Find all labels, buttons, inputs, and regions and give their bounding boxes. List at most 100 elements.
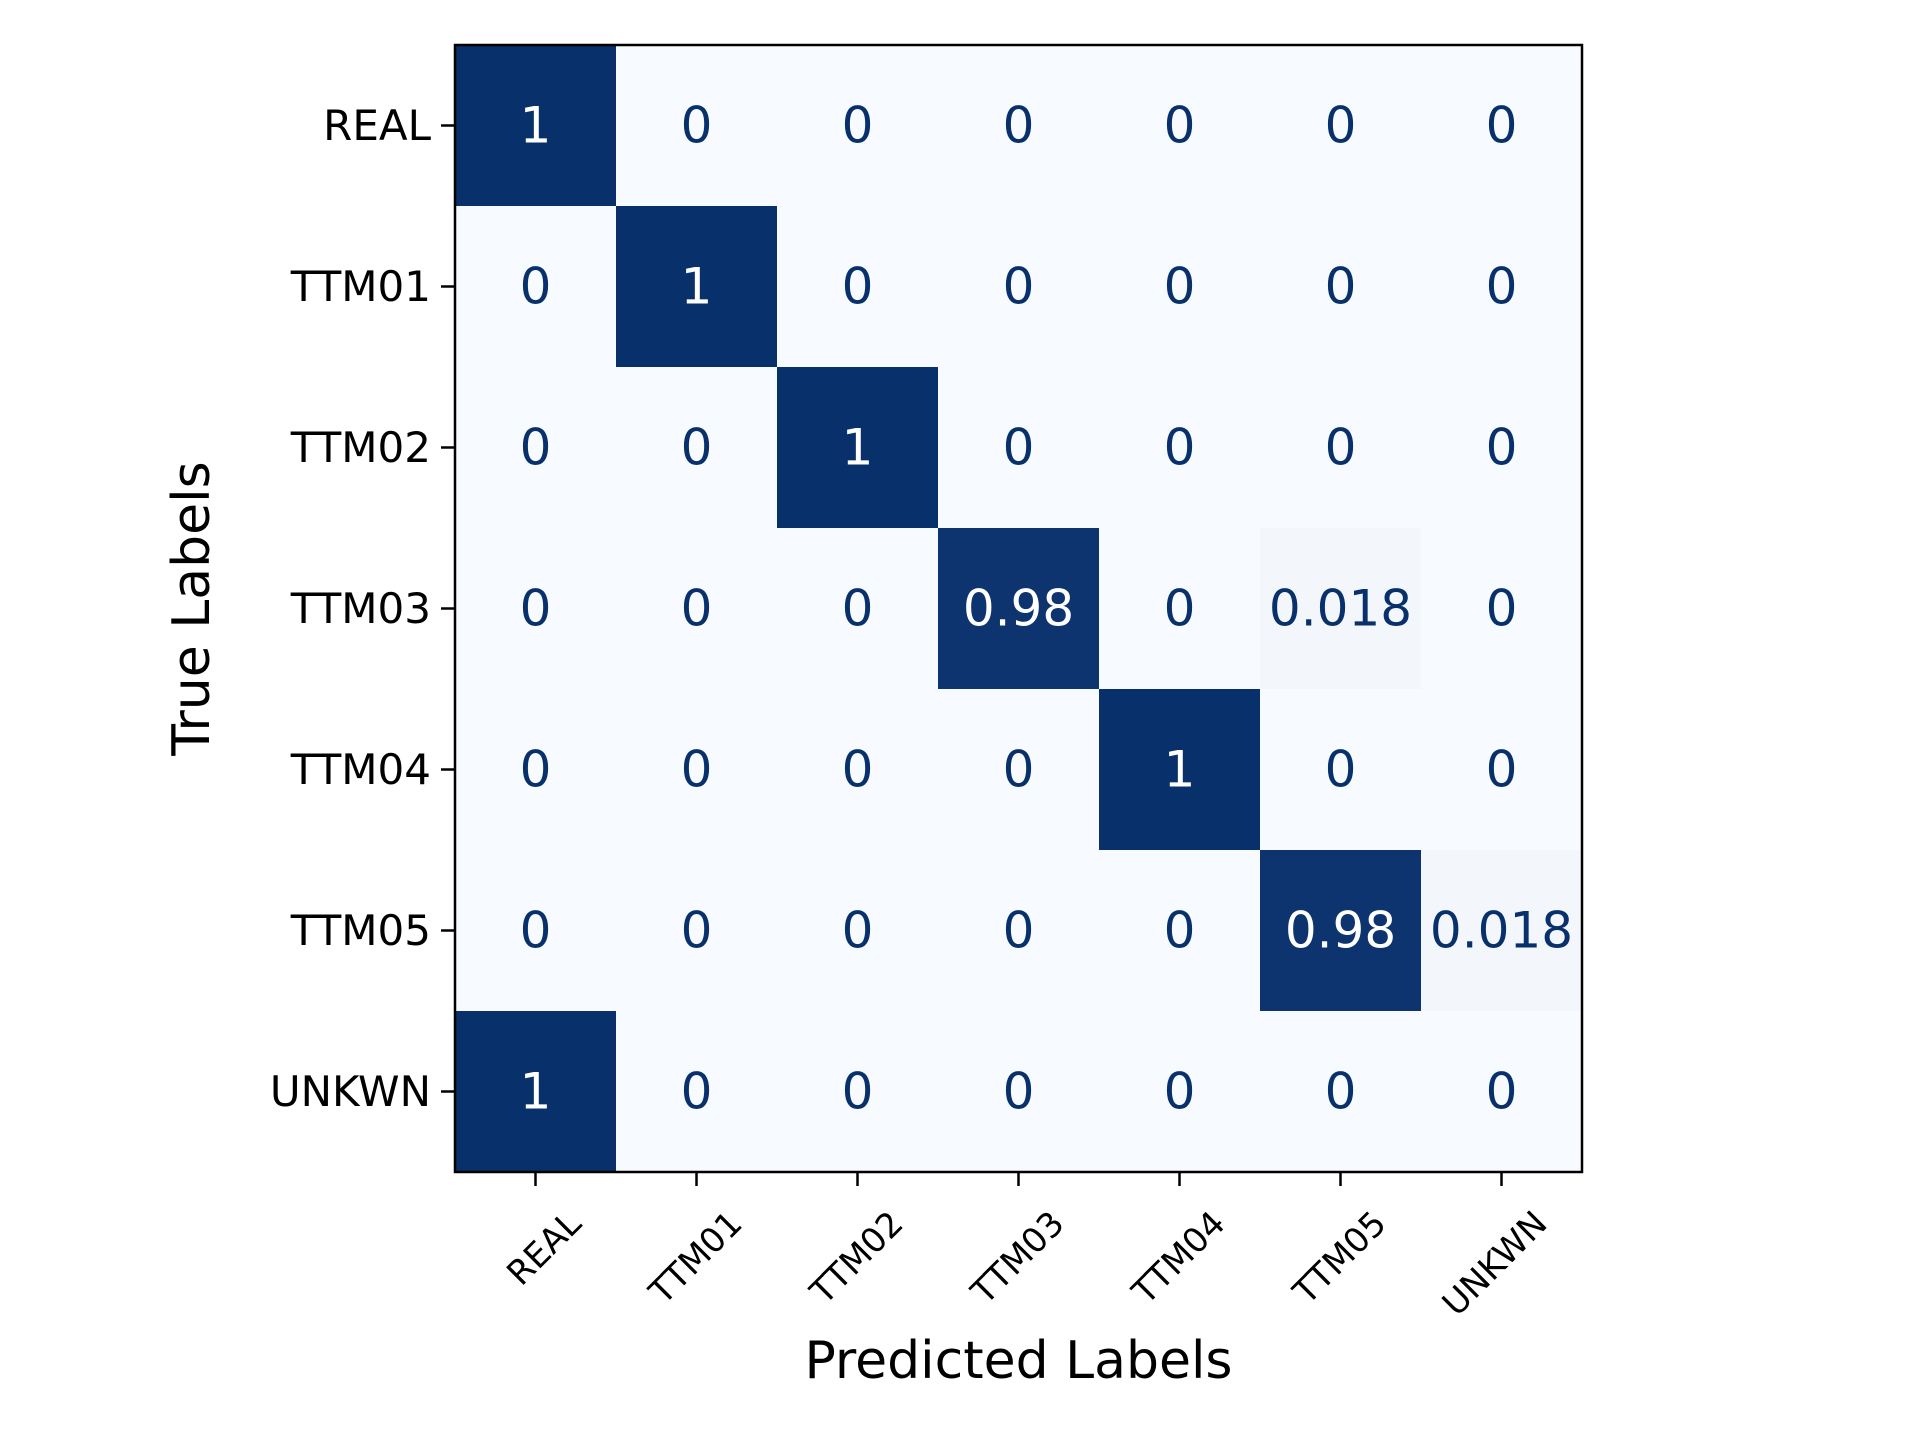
cell-value-real-ttm03: 0: [1003, 97, 1035, 155]
cell-value-ttm01-ttm03: 0: [1003, 258, 1035, 316]
y-tick-label-ttm03: TTM03: [290, 584, 431, 633]
cell-value-real-unkwn: 0: [1486, 97, 1518, 155]
cell-unkwn-unkwn: [1421, 1011, 1583, 1173]
y-tick-label-unkwn: UNKWN: [270, 1067, 431, 1116]
cell-value-ttm01-ttm02: 0: [842, 258, 874, 316]
y-tick-label-ttm01: TTM01: [290, 262, 431, 311]
cell-value-ttm02-real: 0: [520, 419, 552, 477]
cell-value-ttm05-ttm02: 0: [842, 902, 874, 960]
cell-ttm03-ttm04: [1099, 528, 1261, 690]
x-tick-label-ttm01: TTM01: [641, 1204, 750, 1313]
cell-ttm05-ttm03: [938, 850, 1100, 1012]
cell-unkwn-ttm01: [616, 1011, 778, 1173]
cell-ttm05-ttm01: [616, 850, 778, 1012]
cell-ttm02-ttm01: [616, 367, 778, 529]
y-axis-label: True Labels: [162, 461, 222, 756]
cell-value-unkwn-ttm01: 0: [681, 1063, 713, 1121]
cell-value-ttm05-real: 0: [520, 902, 552, 960]
cell-ttm05-ttm04: [1099, 850, 1261, 1012]
x-tick-label-ttm03: TTM03: [963, 1204, 1072, 1313]
cell-ttm05-unkwn: [1421, 850, 1583, 1012]
cell-ttm01-ttm05: [1260, 206, 1422, 368]
cell-value-ttm01-unkwn: 0: [1486, 258, 1518, 316]
cell-value-ttm03-ttm03: 0.98: [963, 580, 1074, 638]
cell-ttm05-ttm02: [777, 850, 939, 1012]
cell-value-ttm04-unkwn: 0: [1486, 741, 1518, 799]
cell-real-ttm05: [1260, 45, 1422, 207]
cell-value-ttm01-ttm01: 1: [681, 258, 713, 316]
cell-ttm01-ttm03: [938, 206, 1100, 368]
cell-ttm04-ttm01: [616, 689, 778, 851]
cell-ttm04-real: [455, 689, 617, 851]
cell-unkwn-ttm03: [938, 1011, 1100, 1173]
x-tick-label-ttm05: TTM05: [1285, 1204, 1394, 1313]
cell-value-ttm04-ttm02: 0: [842, 741, 874, 799]
cell-value-ttm01-real: 0: [520, 258, 552, 316]
cell-value-real-ttm05: 0: [1325, 97, 1357, 155]
cell-ttm02-real: [455, 367, 617, 529]
cell-value-real-ttm02: 0: [842, 97, 874, 155]
cell-value-ttm04-ttm04: 1: [1164, 741, 1196, 799]
cell-unkwn-real: [455, 1011, 617, 1173]
cell-value-ttm04-ttm01: 0: [681, 741, 713, 799]
cell-real-ttm04: [1099, 45, 1261, 207]
cell-value-real-ttm04: 0: [1164, 97, 1196, 155]
cell-value-unkwn-unkwn: 0: [1486, 1063, 1518, 1121]
cell-value-ttm03-ttm05: 0.018: [1269, 580, 1412, 638]
cell-value-ttm03-unkwn: 0: [1486, 580, 1518, 638]
cell-ttm02-ttm04: [1099, 367, 1261, 529]
cell-value-real-ttm01: 0: [681, 97, 713, 155]
cell-real-real: [455, 45, 617, 207]
cell-ttm04-ttm03: [938, 689, 1100, 851]
cell-ttm03-ttm02: [777, 528, 939, 690]
cell-value-ttm03-ttm04: 0: [1164, 580, 1196, 638]
cell-value-unkwn-ttm05: 0: [1325, 1063, 1357, 1121]
cell-unkwn-ttm04: [1099, 1011, 1261, 1173]
cell-value-ttm04-ttm03: 0: [1003, 741, 1035, 799]
cell-value-ttm02-ttm01: 0: [681, 419, 713, 477]
cell-value-ttm02-unkwn: 0: [1486, 419, 1518, 477]
cell-ttm05-real: [455, 850, 617, 1012]
cell-real-ttm03: [938, 45, 1100, 207]
cell-ttm03-ttm03: [938, 528, 1100, 690]
cell-ttm01-ttm04: [1099, 206, 1261, 368]
x-tick-label-unkwn: UNKWN: [1435, 1204, 1556, 1325]
cell-ttm01-ttm01: [616, 206, 778, 368]
cell-value-ttm05-unkwn: 0.018: [1430, 902, 1573, 960]
cell-ttm04-unkwn: [1421, 689, 1583, 851]
cell-ttm01-ttm02: [777, 206, 939, 368]
y-axis-ticks: REAL TTM01 TTM02 TTM03 TTM04 TTM05 UNKWN: [270, 101, 455, 1116]
heatmap-cell-labels: 1 0 0 0 0 0 0 0 1 0 0 0 0 0 0 0 1 0 0 0 0 0 0 0 0.98 0 0.018 0 0 0 0 0 1…: [520, 97, 1573, 1121]
cell-ttm04-ttm05: [1260, 689, 1422, 851]
cell-value-unkwn-ttm03: 0: [1003, 1063, 1035, 1121]
cell-value-ttm05-ttm04: 0: [1164, 902, 1196, 960]
cell-ttm03-ttm01: [616, 528, 778, 690]
cell-value-ttm03-ttm01: 0: [681, 580, 713, 638]
cell-ttm01-real: [455, 206, 617, 368]
cell-value-ttm02-ttm04: 0: [1164, 419, 1196, 477]
cell-value-ttm01-ttm05: 0: [1325, 258, 1357, 316]
cell-value-unkwn-real: 1: [520, 1063, 552, 1121]
cell-value-ttm05-ttm03: 0: [1003, 902, 1035, 960]
cell-value-ttm02-ttm03: 0: [1003, 419, 1035, 477]
x-tick-label-ttm02: TTM02: [802, 1204, 911, 1313]
cell-unkwn-ttm05: [1260, 1011, 1422, 1173]
cell-value-ttm04-ttm05: 0: [1325, 741, 1357, 799]
y-tick-label-ttm05: TTM05: [290, 906, 431, 955]
cell-value-real-real: 1: [520, 97, 552, 155]
y-tick-label-ttm04: TTM04: [290, 745, 431, 794]
cell-real-unkwn: [1421, 45, 1583, 207]
x-axis-ticks: REAL TTM01 TTM02 TTM03 TTM04 TTM05 UNKWN: [499, 1172, 1555, 1324]
cell-ttm03-real: [455, 528, 617, 690]
cell-real-ttm01: [616, 45, 778, 207]
cell-ttm03-unkwn: [1421, 528, 1583, 690]
y-tick-label-real: REAL: [323, 101, 431, 150]
cell-value-ttm02-ttm05: 0: [1325, 419, 1357, 477]
cell-value-unkwn-ttm02: 0: [842, 1063, 874, 1121]
cell-value-ttm02-ttm02: 1: [842, 419, 874, 477]
heatmap-cells: [455, 45, 1583, 1173]
x-axis-label: Predicted Labels: [804, 1331, 1232, 1391]
x-tick-label-ttm04: TTM04: [1124, 1204, 1233, 1313]
cell-value-ttm05-ttm05: 0.98: [1285, 902, 1396, 960]
